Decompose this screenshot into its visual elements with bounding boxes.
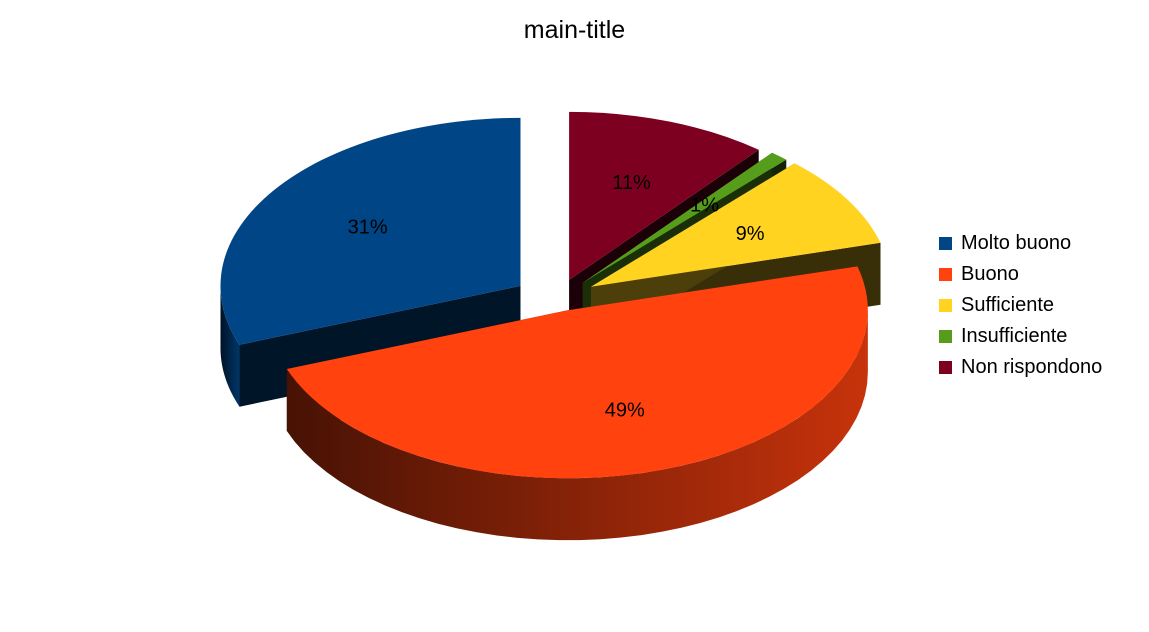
legend-label: Non rispondono [961,356,1103,378]
slice-non-rispondono [569,111,759,280]
legend-item-buono: Buono [939,259,1102,290]
legend-item-insufficiente: Insufficiente [939,321,1102,352]
legend-swatch [939,361,952,374]
slice-molto-buono [220,117,521,345]
slice-sufficiente [590,163,881,287]
legend-item-sufficiente: Sufficiente [939,290,1102,321]
legend-swatch [939,237,952,250]
data-label-sufficiente: 9% [736,223,765,245]
data-label-insufficiente: 1% [690,194,719,216]
legend-label: Buono [961,263,1019,285]
legend-label: Molto buono [961,232,1072,254]
legend-item-molto-buono: Molto buono [939,228,1102,259]
legend-swatch [939,268,952,281]
slice-buono [286,266,868,479]
data-label-non-rispondono: 11% [612,172,651,194]
slice-outer-wall-buono [286,310,868,541]
legend-swatch [939,299,952,312]
legend: Molto buono Buono Sufficiente Insufficiente… [939,228,1102,383]
legend-swatch [939,330,952,343]
legend-item-non-rispondono: Non rispondono [939,352,1102,383]
legend-label: Insufficiente [961,325,1068,347]
pie-data-labels: 31% 49% 9% 1% 11% [348,172,765,422]
data-label-molto-buono: 31% [348,217,388,239]
data-label-buono: 49% [605,399,645,421]
chart-title: main-title [523,16,626,44]
pie-slices [220,111,881,479]
legend-label: Sufficiente [961,294,1055,316]
slice-outer-wall-molto-buono [220,285,240,407]
slice-insufficiente [582,152,787,283]
